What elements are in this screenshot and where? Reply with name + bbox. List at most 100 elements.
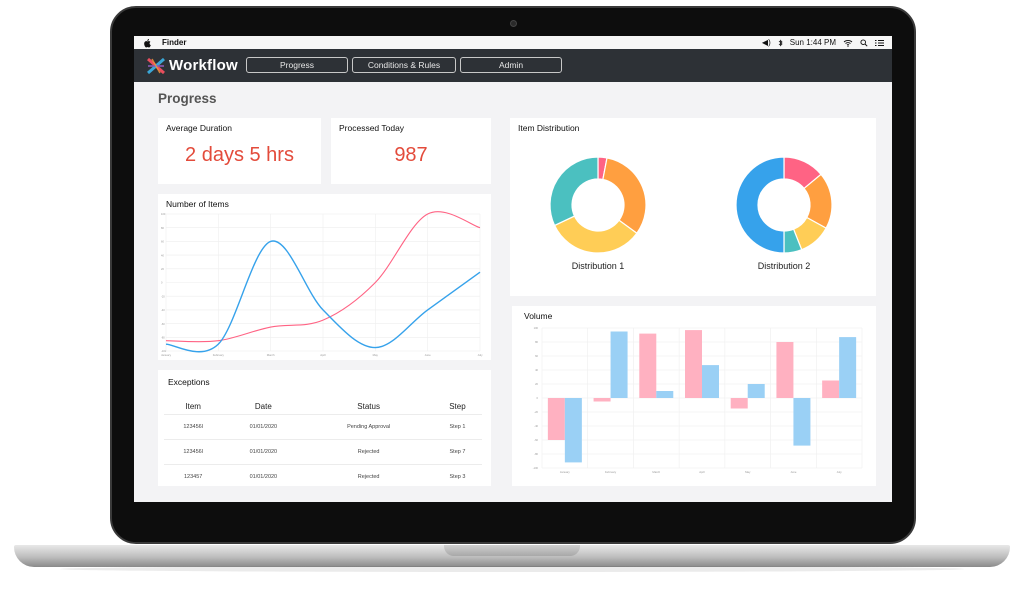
volume-chart: -100 -80 -60 -40 -20 0 20 40 60 80 100 January Febru… (533, 326, 863, 474)
x-tick-label: April (699, 470, 705, 474)
y-tick-label: 60 (535, 354, 538, 358)
app-header: Workflow Progress Conditions & Rules Adm… (134, 49, 892, 82)
x-tick-label: February (213, 353, 225, 357)
bar-0[interactable] (593, 398, 611, 402)
bar-0[interactable] (776, 342, 794, 398)
table-row[interactable]: 123457 01/01/2020 Rejected Step 3 (164, 463, 482, 489)
y-tick-label: 20 (161, 267, 164, 271)
x-tick-label: February (605, 470, 617, 474)
y-tick-label: -40 (161, 308, 165, 312)
spotlight-search-icon[interactable] (860, 38, 868, 47)
donut-label: Distribution 1 (572, 261, 625, 271)
number-of-items-title: Number of Items (166, 199, 229, 209)
menubar-status-area: ◀) Sun 1:44 PM (762, 36, 884, 49)
workflow-logo-icon[interactable] (146, 56, 166, 76)
x-tick-label: May (745, 470, 751, 474)
nav-conditions-rules-button[interactable]: Conditions & Rules (352, 57, 456, 73)
dashboard-content: Progress Average Duration 2 days 5 hrs P… (134, 82, 892, 502)
menubar-clock[interactable]: Sun 1:44 PM (789, 38, 836, 47)
volume-card: Volume -100 -80 -60 -40 -20 0 20 40 60 80 100 Janua… (512, 306, 876, 486)
x-tick-label: May (373, 353, 379, 357)
nav-progress-button[interactable]: Progress (246, 57, 348, 73)
x-tick-label: July (478, 353, 484, 357)
x-tick-label: January (161, 353, 172, 357)
bar-1[interactable] (610, 331, 628, 399)
y-tick-label: -100 (161, 349, 167, 353)
item-distribution-chart: Distribution 1 Distribution 2 (549, 156, 833, 271)
table-row[interactable]: 123456l 01/01/2020 Pending Approval Step… (164, 413, 482, 439)
camera-icon (510, 20, 517, 27)
bar-1[interactable] (793, 398, 811, 446)
cell-status: Rejected (304, 438, 433, 464)
laptop-base (14, 545, 1010, 567)
cell-step: Step 1 (432, 413, 482, 439)
y-tick-label: -20 (534, 410, 538, 414)
y-tick-label: -60 (161, 322, 165, 326)
x-tick-label: January (560, 470, 571, 474)
bar-1[interactable] (702, 365, 719, 398)
y-tick-label: 20 (535, 382, 538, 386)
cell-status: Pending Approval (304, 413, 433, 439)
processed-today-card: Processed Today 987 (331, 118, 491, 184)
y-tick-label: 100 (161, 212, 166, 216)
pie-slice[interactable] (602, 157, 647, 235)
series-line-1 (165, 240, 481, 353)
pie-slice[interactable] (549, 156, 599, 227)
nav-admin-button[interactable]: Admin (460, 57, 562, 73)
bar-0[interactable] (685, 330, 702, 398)
x-tick-label: June (425, 353, 432, 357)
cell-item: 123456l (164, 438, 223, 464)
laptop-shadow (60, 566, 964, 572)
table-row[interactable]: 123456l 01/01/2020 Rejected Step 7 (164, 438, 482, 464)
processed-today-title: Processed Today (339, 123, 405, 133)
x-tick-label: April (320, 353, 326, 357)
x-tick-label: June (790, 470, 797, 474)
bar-1[interactable] (747, 384, 765, 398)
column-header-item[interactable]: Item (185, 402, 201, 412)
cell-step: Step 3 (432, 463, 482, 489)
number-of-items-chart: -100 -80 -60 -40 -20 0 20 40 60 80 100 January Febru… (161, 211, 484, 357)
menubar-app-name[interactable]: Finder (162, 38, 187, 47)
y-tick-label: -60 (534, 438, 538, 442)
bar-0[interactable] (730, 398, 748, 409)
volume-title: Volume (524, 311, 553, 321)
y-tick-label: -80 (161, 336, 165, 340)
exceptions-table: Item Date Status Step 123456l 01/01/2020… (164, 400, 482, 489)
bar-1[interactable] (839, 337, 857, 398)
y-tick-label: -20 (161, 294, 165, 298)
bar-1[interactable] (564, 398, 582, 463)
column-header-status[interactable]: Status (357, 402, 380, 412)
exceptions-header-row: Item Date Status Step (164, 400, 482, 414)
x-tick-label: July (837, 470, 843, 474)
cell-date: 01/01/2020 (222, 438, 305, 464)
apple-icon[interactable] (143, 38, 152, 48)
screen: Finder ◀) Sun 1:44 PM Workflow Progress … (134, 36, 892, 502)
cell-item: 123457 (164, 463, 223, 489)
average-duration-value: 2 days 5 hrs (185, 144, 294, 166)
bar-0[interactable] (639, 333, 657, 398)
donut-label: Distribution 2 (758, 261, 811, 271)
bar-1[interactable] (656, 391, 674, 398)
y-tick-label: -40 (534, 424, 538, 428)
pie-slice[interactable] (553, 215, 638, 254)
column-header-step[interactable]: Step (449, 402, 466, 412)
pie-slice[interactable] (735, 156, 785, 254)
number-of-items-card: Number of Items -100 -80 -60 -40 -20 0 20 40 60 8… (158, 194, 491, 360)
bar-0[interactable] (547, 398, 565, 440)
y-tick-label: 100 (534, 326, 539, 330)
cell-status: Rejected (304, 463, 433, 489)
volume-icon[interactable]: ◀) (761, 38, 771, 47)
y-tick-label: 60 (161, 240, 164, 244)
cell-step: Step 7 (432, 438, 482, 464)
bluetooth-icon[interactable] (778, 39, 783, 47)
mac-menubar: Finder ◀) Sun 1:44 PM (134, 36, 892, 49)
wifi-icon[interactable] (843, 39, 853, 47)
y-tick-label: -80 (534, 452, 538, 456)
bar-0[interactable] (822, 380, 840, 399)
brand-name: Workflow (169, 57, 238, 74)
y-tick-label: 40 (161, 253, 164, 257)
column-header-date[interactable]: Date (254, 402, 272, 412)
exceptions-card: Exceptions Item Date Status Step 123456l… (158, 370, 491, 489)
menu-list-icon[interactable] (875, 39, 884, 47)
laptop-notch (444, 545, 580, 556)
